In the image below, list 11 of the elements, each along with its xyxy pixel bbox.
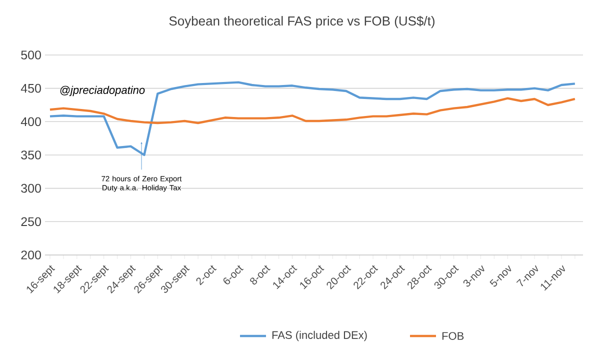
chart-title: Soybean theoretical FAS price vs FOB (US$/t) [169,16,434,28]
y-tick-label: 400 [20,117,41,126]
y-tick-label: 500 [21,50,41,60]
y-tick-label: 350 [21,150,41,160]
y-tick-label: 200 [21,250,41,260]
y-tick-label: 250 [21,217,41,226]
y-tick-label: 300 [21,184,41,193]
annotation: @jpreciadopatino [60,86,145,96]
legend-label: FOB [442,332,464,340]
legend-label: FAS (included DEx) [272,330,367,342]
y-tick-label: 450 [20,84,41,93]
